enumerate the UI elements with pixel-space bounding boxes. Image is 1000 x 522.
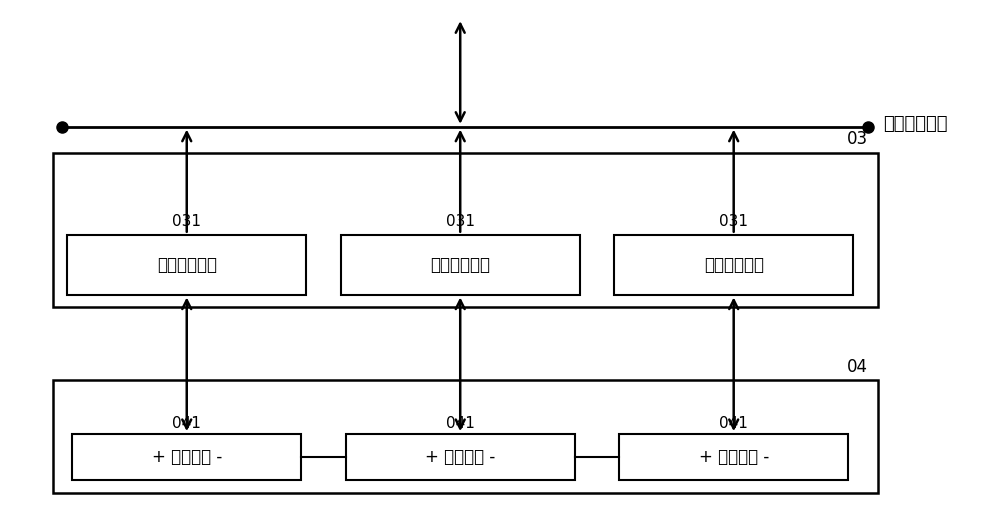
Text: + 充电电池 -: + 充电电池 -	[699, 448, 769, 466]
Text: 智能均衡模块: 智能均衡模块	[704, 256, 764, 274]
Text: 041: 041	[446, 417, 475, 431]
Bar	[341, 235, 580, 294]
Text: 031: 031	[719, 215, 748, 230]
Text: 041: 041	[719, 417, 748, 431]
Text: 串行通信总线: 串行通信总线	[883, 115, 947, 133]
Bar	[53, 380, 878, 493]
Bar	[346, 434, 575, 480]
Text: 031: 031	[172, 215, 201, 230]
Text: 03: 03	[847, 130, 868, 148]
Text: 041: 041	[172, 417, 201, 431]
Text: + 充电电池 -: + 充电电池 -	[425, 448, 495, 466]
Text: 智能均衡模块: 智能均衡模块	[157, 256, 217, 274]
Bar	[619, 434, 848, 480]
Text: + 充电电池 -: + 充电电池 -	[152, 448, 222, 466]
Bar	[72, 434, 301, 480]
Bar	[614, 235, 853, 294]
Text: 04: 04	[847, 358, 868, 376]
Bar	[67, 235, 306, 294]
Text: 智能均衡模块: 智能均衡模块	[430, 256, 490, 274]
Text: 031: 031	[446, 215, 475, 230]
Bar	[53, 152, 878, 307]
